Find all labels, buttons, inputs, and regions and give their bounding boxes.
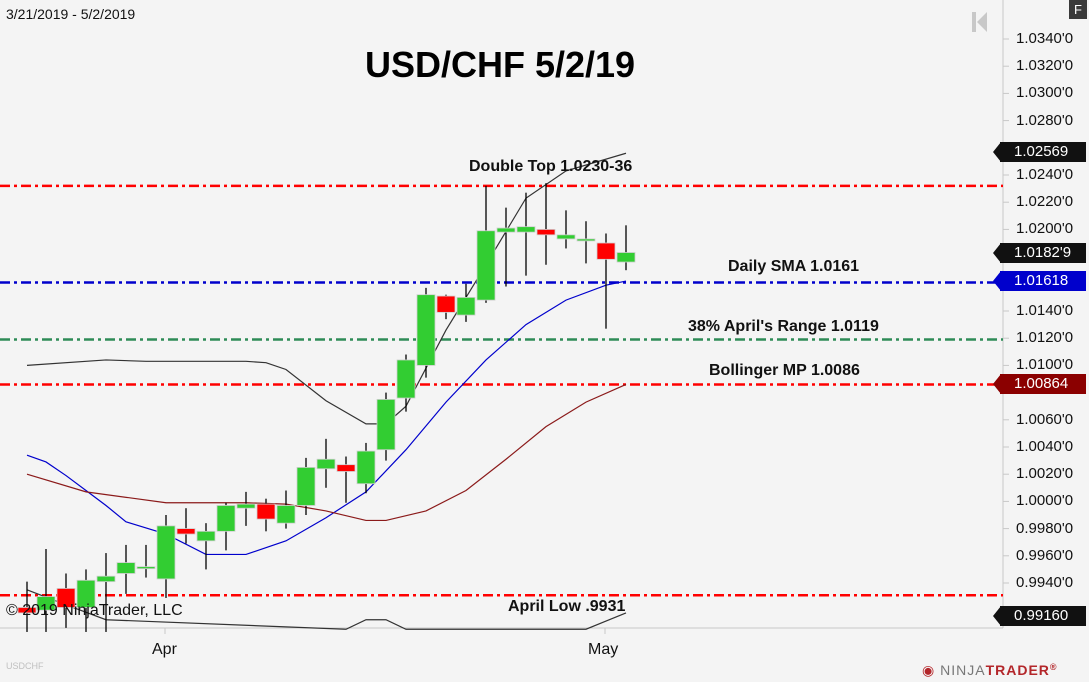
y-tick-label: 1.0340'0	[1016, 30, 1074, 47]
y-tick-label: 0.9940'0	[1016, 574, 1074, 591]
down-candle	[256, 503, 276, 520]
up-candle	[476, 230, 496, 301]
level-annotation: 38% April's Range 1.0119	[688, 318, 879, 335]
y-tick-label: 1.0280'0	[1016, 111, 1074, 129]
date-range: 3/21/2019 - 5/2/2019	[6, 6, 136, 22]
indicator-line	[26, 280, 627, 556]
up-candle	[276, 505, 296, 524]
up-candle	[456, 296, 476, 316]
y-tick-label: 1.0320'0	[1016, 57, 1074, 75]
up-candle	[136, 566, 156, 570]
down-candle	[56, 588, 76, 608]
y-tick-label: 1.0000'0	[1016, 492, 1074, 510]
down-candle	[596, 242, 616, 260]
up-candle	[396, 359, 416, 399]
y-tick-label: 1.0020'0	[1016, 465, 1074, 483]
down-candle	[17, 607, 37, 614]
up-candle	[96, 575, 116, 583]
ninjatrader-logo: ◉ NINJATRADER®	[922, 662, 1058, 678]
down-candle	[176, 528, 196, 535]
chart-title: USD/CHF 5/2/19	[364, 44, 636, 85]
y-tick-label: 1.0220'0	[1016, 193, 1074, 211]
y-tick-label: 1.0140'0	[1016, 302, 1074, 319]
price-tag: 1.02569	[993, 142, 1086, 163]
ninjatrader-logo-icon: ◉	[922, 662, 936, 678]
up-candle	[76, 579, 96, 608]
y-tick-label: 1.0120'0	[1016, 329, 1074, 347]
up-candle	[316, 458, 336, 470]
y-tick-label: 0.9960'0	[1016, 546, 1074, 564]
y-tick-label: 1.0040'0	[1016, 438, 1074, 455]
x-label-apr: Apr	[152, 641, 177, 658]
price-tag: 0.99160	[993, 605, 1086, 626]
up-candle	[376, 398, 396, 451]
y-tick-label: 1.0200'0	[1016, 220, 1074, 238]
up-candle	[216, 505, 236, 532]
indicator-line	[26, 383, 627, 522]
level-annotation: Double Top 1.0230-36	[469, 158, 633, 175]
y-tick-label: 0.9980'0	[1016, 519, 1074, 537]
up-candle	[616, 252, 636, 263]
up-candle	[156, 525, 176, 580]
down-candle	[336, 464, 356, 472]
up-candle	[496, 227, 516, 233]
symbol-label: USDCHF	[6, 661, 44, 671]
price-tag: 1.01618	[993, 271, 1086, 292]
up-candle	[416, 294, 436, 366]
x-label-may: May	[588, 641, 619, 658]
copyright: © 2019 NinjaTrader, LLC	[6, 602, 183, 619]
rewind-icon[interactable]	[970, 10, 990, 39]
price-tag: 1.0182'9	[993, 242, 1086, 263]
up-candle	[36, 596, 56, 611]
down-candle	[536, 228, 556, 236]
level-annotation: Daily SMA 1.0161	[728, 258, 860, 275]
up-candle	[356, 450, 376, 485]
up-candle	[576, 238, 596, 242]
down-candle	[436, 295, 456, 313]
y-tick-label: 1.0300'0	[1016, 84, 1074, 102]
indicator-line	[26, 152, 627, 425]
level-annotation: April Low .9931	[508, 598, 626, 615]
up-candle	[196, 530, 216, 542]
up-candle	[116, 562, 136, 574]
up-candle	[236, 503, 256, 509]
up-candle	[556, 234, 576, 240]
price-tag: 1.00864	[993, 373, 1086, 394]
y-tick-label: 1.0240'0	[1016, 166, 1074, 183]
level-annotation: Bollinger MP 1.0086	[709, 362, 860, 379]
y-tick-label: 1.0060'0	[1016, 410, 1074, 428]
y-tick-label: 1.0100'0	[1016, 356, 1074, 374]
up-candle	[296, 466, 316, 506]
f-button[interactable]: F	[1069, 0, 1087, 19]
up-candle	[516, 226, 536, 233]
